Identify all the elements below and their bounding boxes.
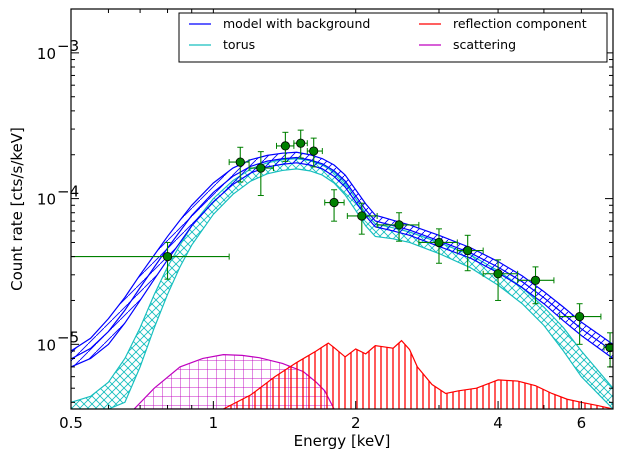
reflection-component-upper-line <box>223 339 613 409</box>
x-tick-label: 0.5 <box>59 414 83 432</box>
legend-label-torus: torus <box>223 37 255 52</box>
model-with-background-band <box>71 152 613 367</box>
data-point <box>293 129 308 159</box>
data-point <box>603 332 613 368</box>
y-tick-label: 10 <box>37 336 56 354</box>
legend-label-reflection-component: reflection component <box>453 16 587 31</box>
data-point <box>71 241 230 280</box>
data-point <box>228 146 250 183</box>
data-marker <box>162 251 173 262</box>
torus-lower-line <box>71 168 613 409</box>
data-point <box>456 234 484 272</box>
data-marker <box>463 245 473 256</box>
y-tick-exponent: −5 <box>57 328 79 346</box>
plot-area <box>71 129 613 409</box>
data-marker <box>280 141 290 151</box>
plot-frame <box>70 8 614 410</box>
data-point <box>559 303 602 345</box>
data-marker <box>256 163 266 173</box>
legend: model with background torus reflection com… <box>178 12 608 63</box>
data-point <box>346 202 378 235</box>
data-marker <box>309 146 319 156</box>
data-point <box>248 151 274 197</box>
y-tick-label: 10 <box>37 45 56 63</box>
data-point <box>517 266 555 305</box>
model-with-background-upper-line <box>71 151 613 352</box>
x-tick-label: 4 <box>493 414 503 432</box>
y-tick-exponent: −4 <box>57 183 79 201</box>
y-tick-label: 10 <box>37 191 56 209</box>
legend-label-scattering: scattering <box>453 37 516 52</box>
axis-ticks: 0.5 1 2 4 610−510−410−3 <box>37 8 613 432</box>
data-marker <box>434 237 444 248</box>
model-with-background-best-fit-line <box>71 156 613 360</box>
data-marker <box>530 275 541 285</box>
legend-label-model-with-background: model with background <box>223 16 370 31</box>
data-point <box>376 212 420 242</box>
x-tick-label: 2 <box>351 414 361 432</box>
data-marker <box>394 220 404 230</box>
data-marker <box>493 269 503 279</box>
y-axis-label: Count rate [cts/s/keV] <box>8 127 26 291</box>
data-marker <box>235 157 245 167</box>
data-point <box>324 189 345 222</box>
x-tick-label: 6 <box>577 414 587 432</box>
data-marker <box>329 197 339 208</box>
reflection-component-band <box>223 340 613 409</box>
torus-band <box>71 158 613 409</box>
data-point <box>418 228 458 264</box>
data-point <box>306 137 323 168</box>
data-point <box>482 259 519 301</box>
data-marker <box>605 342 613 353</box>
x-tick-label: 1 <box>209 414 219 432</box>
data-marker <box>357 211 367 221</box>
y-tick-exponent: −3 <box>57 37 79 55</box>
legend-box <box>178 12 608 63</box>
data-marker <box>296 138 306 148</box>
x-axis-label: Energy [keV] <box>294 432 391 450</box>
data-marker <box>575 312 585 322</box>
